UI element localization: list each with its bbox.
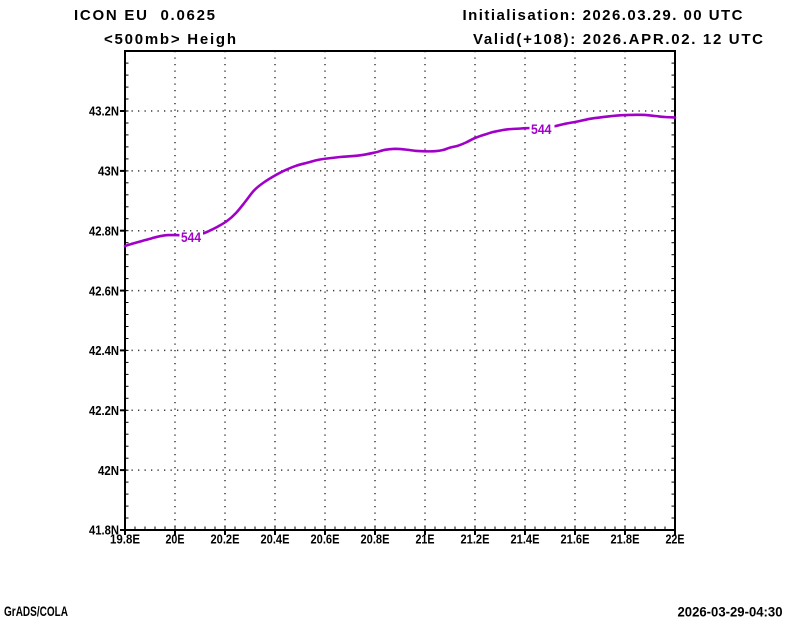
svg-text:20E: 20E [166, 532, 185, 547]
svg-text:21.6E: 21.6E [561, 532, 590, 547]
svg-text:42.6N: 42.6N [89, 283, 119, 298]
svg-text:43.2N: 43.2N [89, 104, 119, 119]
svg-text:41.8N: 41.8N [89, 523, 119, 538]
svg-text:42N: 42N [98, 463, 119, 478]
svg-text:20.8E: 20.8E [361, 532, 390, 547]
svg-text:21.8E: 21.8E [611, 532, 640, 547]
svg-text:GrADS/COLA: GrADS/COLA [4, 604, 68, 618]
svg-text:2026-03-29-04:30: 2026-03-29-04:30 [678, 604, 783, 618]
svg-text:<500mb> Heigh: <500mb> Heigh [104, 31, 236, 48]
svg-text:20.4E: 20.4E [261, 532, 290, 547]
svg-text:20.6E: 20.6E [311, 532, 340, 547]
svg-text:42.2N: 42.2N [89, 403, 119, 418]
svg-text:21.4E: 21.4E [511, 532, 540, 547]
svg-text:19.8E: 19.8E [110, 532, 140, 547]
svg-text:ICON EU 0.0625: ICON EU 0.0625 [74, 7, 215, 24]
svg-text:42.4N: 42.4N [89, 343, 119, 358]
svg-text:21.2E: 21.2E [461, 532, 490, 547]
svg-text:22E: 22E [666, 532, 685, 547]
svg-text:544: 544 [531, 121, 552, 137]
svg-text:Initialisation: 2026.03.29. 00: Initialisation: 2026.03.29. 00 UTC [463, 7, 743, 24]
svg-text:21E: 21E [416, 532, 435, 547]
svg-text:42.8N: 42.8N [89, 223, 119, 238]
svg-text:20.2E: 20.2E [211, 532, 240, 547]
svg-text:43N: 43N [98, 164, 119, 179]
svg-text:Valid(+108): 2026.APR.02. 12 U: Valid(+108): 2026.APR.02. 12 UTC [473, 31, 763, 48]
svg-text:544: 544 [181, 229, 201, 245]
